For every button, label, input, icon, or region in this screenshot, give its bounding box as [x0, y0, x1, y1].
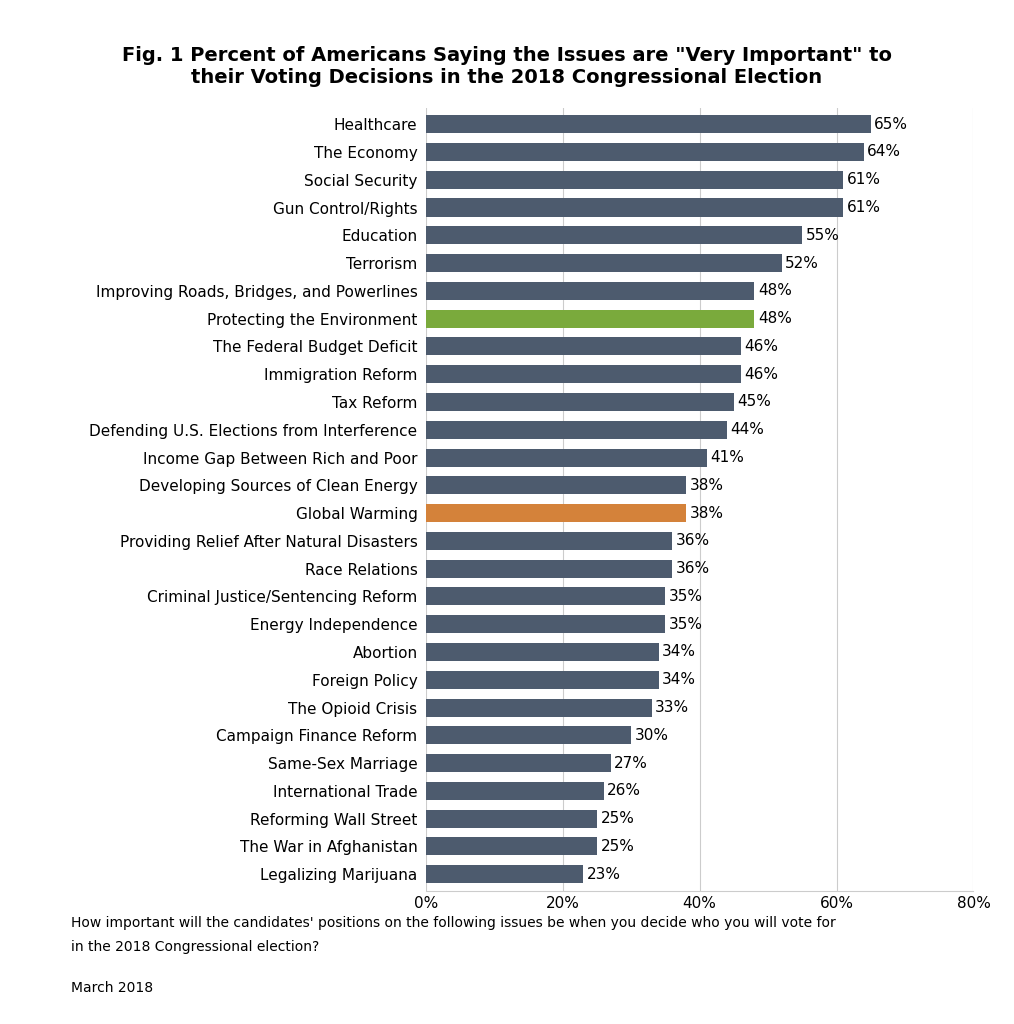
Bar — [426, 115, 871, 133]
Bar — [426, 838, 597, 855]
Text: 23%: 23% — [587, 866, 621, 882]
Text: 38%: 38% — [690, 478, 723, 493]
Text: 27%: 27% — [614, 756, 648, 771]
Bar — [426, 476, 685, 495]
Bar — [426, 337, 740, 355]
Bar — [426, 226, 802, 245]
Bar — [426, 421, 727, 438]
Bar — [426, 309, 754, 328]
Text: 25%: 25% — [600, 811, 635, 826]
Text: 34%: 34% — [662, 673, 696, 687]
Text: 41%: 41% — [710, 450, 744, 465]
Text: 35%: 35% — [669, 616, 703, 632]
Text: Fig. 1 Percent of Americans Saying the Issues are "Very Important" to
their Voti: Fig. 1 Percent of Americans Saying the I… — [122, 46, 892, 87]
Text: 25%: 25% — [600, 839, 635, 854]
Text: 46%: 46% — [744, 367, 778, 382]
Text: 45%: 45% — [737, 394, 772, 410]
Text: 65%: 65% — [874, 117, 909, 132]
Text: How important will the candidates' positions on the following issues be when you: How important will the candidates' posit… — [71, 916, 836, 931]
Text: 38%: 38% — [690, 506, 723, 520]
Text: 30%: 30% — [635, 728, 668, 742]
Bar — [426, 615, 665, 633]
Bar — [426, 171, 844, 188]
Text: 33%: 33% — [655, 700, 690, 715]
Text: 48%: 48% — [757, 284, 792, 298]
Text: 36%: 36% — [675, 534, 710, 549]
Text: 36%: 36% — [675, 561, 710, 577]
Bar — [426, 560, 672, 578]
Text: 44%: 44% — [730, 422, 765, 437]
Text: 55%: 55% — [806, 227, 840, 243]
Bar — [426, 754, 610, 772]
Text: 46%: 46% — [744, 339, 778, 354]
Bar — [426, 504, 685, 522]
Text: 61%: 61% — [847, 172, 881, 187]
Bar — [426, 449, 707, 467]
Bar — [426, 588, 665, 605]
Text: 61%: 61% — [847, 200, 881, 215]
Bar — [426, 366, 740, 383]
Bar — [426, 671, 659, 689]
Bar — [426, 698, 652, 717]
Bar — [426, 782, 604, 800]
Bar — [426, 199, 844, 216]
Text: 35%: 35% — [669, 589, 703, 604]
Bar — [426, 643, 659, 662]
Text: March 2018: March 2018 — [71, 981, 153, 995]
Bar — [426, 531, 672, 550]
Text: 64%: 64% — [867, 144, 901, 160]
Bar — [426, 282, 754, 300]
Bar — [426, 810, 597, 827]
Bar — [426, 143, 864, 161]
Bar — [426, 254, 782, 272]
Text: 52%: 52% — [785, 256, 819, 270]
Bar — [426, 726, 631, 744]
Text: in the 2018 Congressional election?: in the 2018 Congressional election? — [71, 940, 319, 954]
Text: 26%: 26% — [607, 783, 641, 799]
Bar — [426, 865, 583, 884]
Text: 34%: 34% — [662, 644, 696, 659]
Bar — [426, 393, 734, 411]
Text: 48%: 48% — [757, 311, 792, 326]
